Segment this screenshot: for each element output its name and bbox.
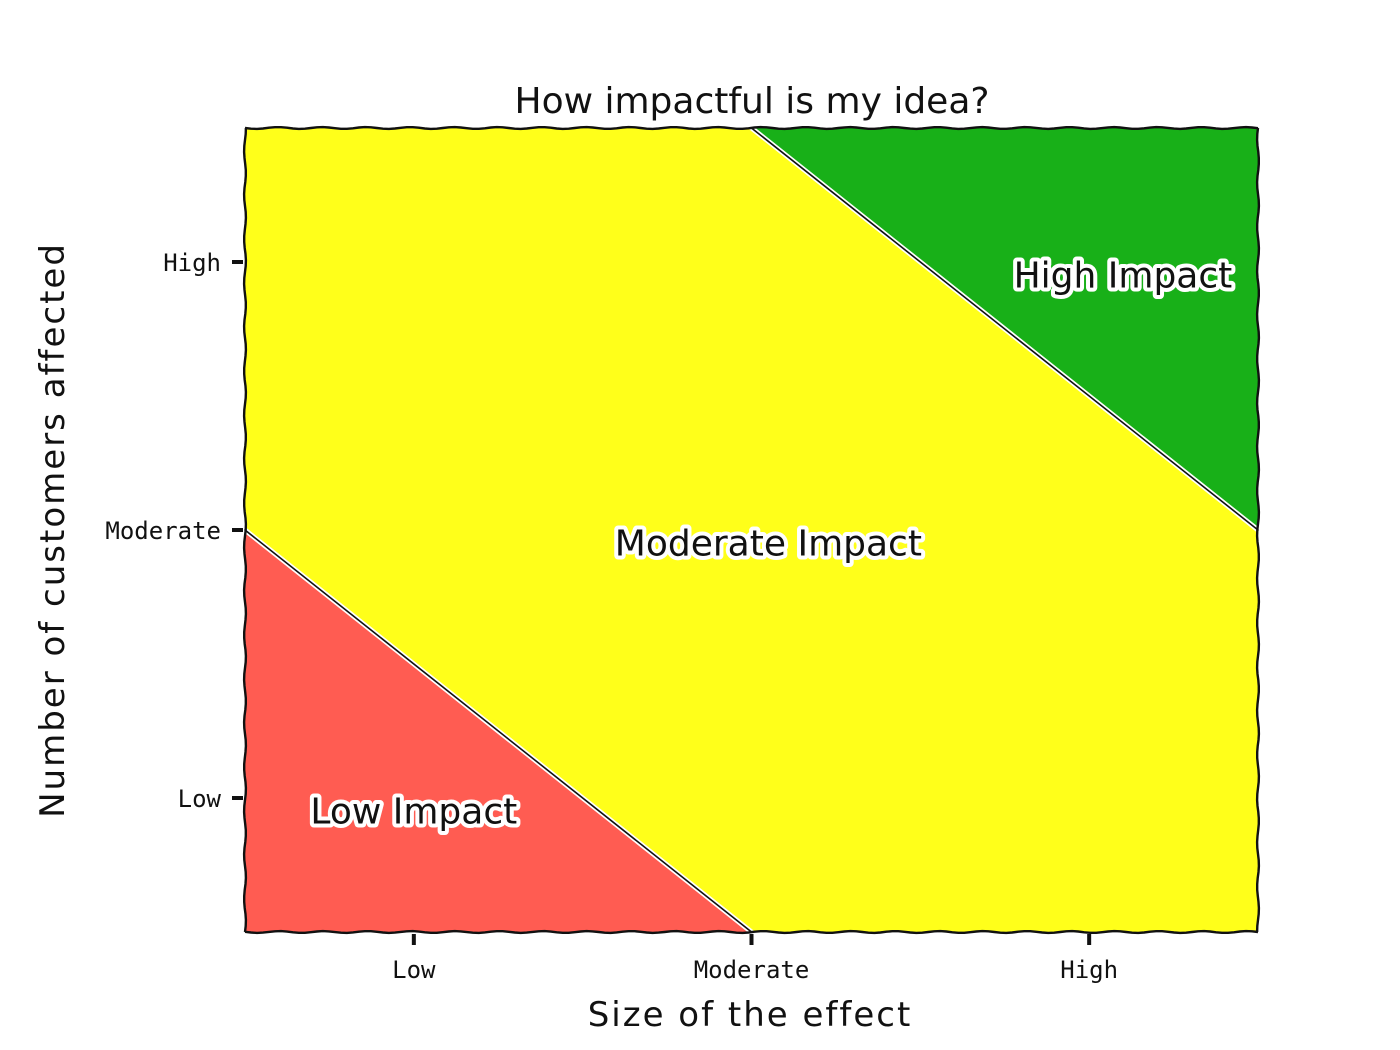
frame-top <box>244 125 1259 131</box>
chart-title: How impactful is my idea? <box>515 81 990 122</box>
y-tick-label-high: High <box>163 249 221 277</box>
frame-bottom <box>244 929 1259 935</box>
region-label-high-impact: High Impact <box>1014 255 1233 296</box>
x-tick-label-low: Low <box>392 956 436 984</box>
boundary-line-2 <box>750 127 1259 531</box>
region-labels-layer: Low Impact Moderate Impact High Impact <box>306 251 1236 836</box>
x-tick-label-moderate: Moderate <box>694 956 810 984</box>
y-tick-label-low: Low <box>178 785 222 813</box>
frame-left <box>242 127 248 933</box>
x-tick-label-high: High <box>1060 956 1118 984</box>
region-label-moderate-impact: Moderate Impact <box>615 523 922 564</box>
region-label-low-impact: Low Impact <box>310 791 517 832</box>
ticks-layer: Low Moderate High Low Moderate High <box>105 249 1118 984</box>
boundaries-layer <box>242 125 1261 935</box>
boundary-line-1 <box>244 529 753 933</box>
y-tick-label-moderate: Moderate <box>105 517 221 545</box>
plot-frame <box>242 125 1261 935</box>
frame-right <box>1255 127 1261 933</box>
x-axis-label: Size of the effect <box>588 995 913 1035</box>
y-axis-label: Number of customers affected <box>33 242 73 818</box>
